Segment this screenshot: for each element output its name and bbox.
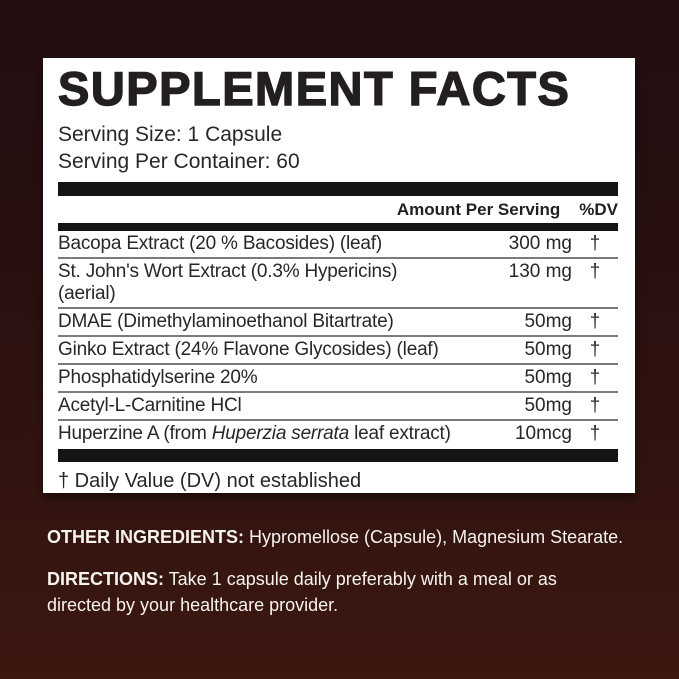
ingredient-dv: † [589,233,601,254]
ingredient-amount: 50mg [524,311,572,332]
table-header: Amount Per Serving %DV [58,196,618,223]
ingredient-amount: 10mcg [514,423,572,444]
directions-label: DIRECTIONS: [47,569,164,589]
ingredient-dv: † [589,311,601,332]
panel-title: SUPPLEMENT FACTS [57,62,571,115]
ingredient-name-text: Bacopa Extract (20 % Bacosides) (leaf) [58,233,382,254]
ingredient-name: Bacopa Extract (20 % Bacosides) (leaf) [58,233,460,255]
table-row: Bacopa Extract (20 % Bacosides) (leaf) 3… [58,231,618,257]
ingredient-dv: † [589,395,601,416]
table-row: Phosphatidylserine 20% 50mg † [58,363,618,391]
ingredient-table: Bacopa Extract (20 % Bacosides) (leaf) 3… [58,231,618,447]
table-row: DMAE (Dimethylaminoethanol Bitartrate) 5… [58,307,618,335]
directions: DIRECTIONS: Take 1 capsule daily prefera… [47,566,622,618]
ingredient-name: DMAE (Dimethylaminoethanol Bitartrate) [58,311,460,333]
supplement-facts-panel: SUPPLEMENT FACTS Serving Size: 1 Capsule… [43,58,635,493]
ingredient-name-text: Acetyl-L-Carnitine HCl [58,395,242,416]
ingredient-dv: † [589,261,601,282]
daily-value-footnote: † Daily Value (DV) not established [58,470,362,492]
ingredient-name: Phosphatidylserine 20% [58,367,460,389]
ingredient-dv: † [589,423,601,444]
other-ingredients: OTHER INGREDIENTS: Hypromellose (Capsule… [47,524,643,550]
ingredient-name-text: Huperzine A (from [58,423,212,444]
ingredient-name-text: DMAE (Dimethylaminoethanol Bitartrate) [58,311,394,332]
other-ingredients-label: OTHER INGREDIENTS: [47,527,245,547]
ingredient-name-post: leaf extract) [349,423,451,444]
ingredient-name: St. John's Wort Extract (0.3% Hypericins… [58,261,460,305]
table-row: Huperzine A (from Huperzia serrata leaf … [58,419,618,447]
ingredient-name: Ginko Extract (24% Flavone Glycosides) (… [58,339,460,361]
table-row: Acetyl-L-Carnitine HCl 50mg † [58,391,618,419]
divider-medium [58,223,618,231]
column-header-amount: Amount Per Serving [396,200,561,219]
directions-text: Take 1 capsule daily preferably with a m… [47,569,557,615]
serving-per-container: Serving Per Container: 60 [58,150,300,173]
ingredient-dv: † [589,339,601,360]
ingredient-amount: 130 mg [508,261,572,282]
divider-thick-top [58,182,618,196]
ingredient-name: Huperzine A (from Huperzia serrata leaf … [58,423,460,445]
other-ingredients-text: Hypromellose (Capsule), Magnesium Steara… [244,527,624,547]
table-row: St. John's Wort Extract (0.3% Hypericins… [58,257,618,307]
ingredient-name: Acetyl-L-Carnitine HCl [58,395,460,417]
ingredient-amount: 50mg [524,395,572,416]
ingredient-amount: 300 mg [508,233,572,254]
ingredient-name-italic: Huperzia serrata [211,423,349,444]
table-row: Ginko Extract (24% Flavone Glycosides) (… [58,335,618,363]
ingredient-name-text: Phosphatidylserine 20% [58,367,258,388]
ingredient-name-line2: (aerial) [58,283,116,304]
ingredient-amount: 50mg [524,339,572,360]
ingredient-amount: 50mg [524,367,572,388]
ingredient-name-text: St. John's Wort Extract (0.3% Hypericins… [58,261,398,282]
divider-thick-bottom [58,449,618,462]
ingredient-dv: † [589,367,601,388]
serving-size: Serving Size: 1 Capsule [58,123,283,146]
column-header-dv: %DV [579,200,618,219]
ingredient-name-text: Ginko Extract (24% Flavone Glycosides) (… [58,339,439,360]
